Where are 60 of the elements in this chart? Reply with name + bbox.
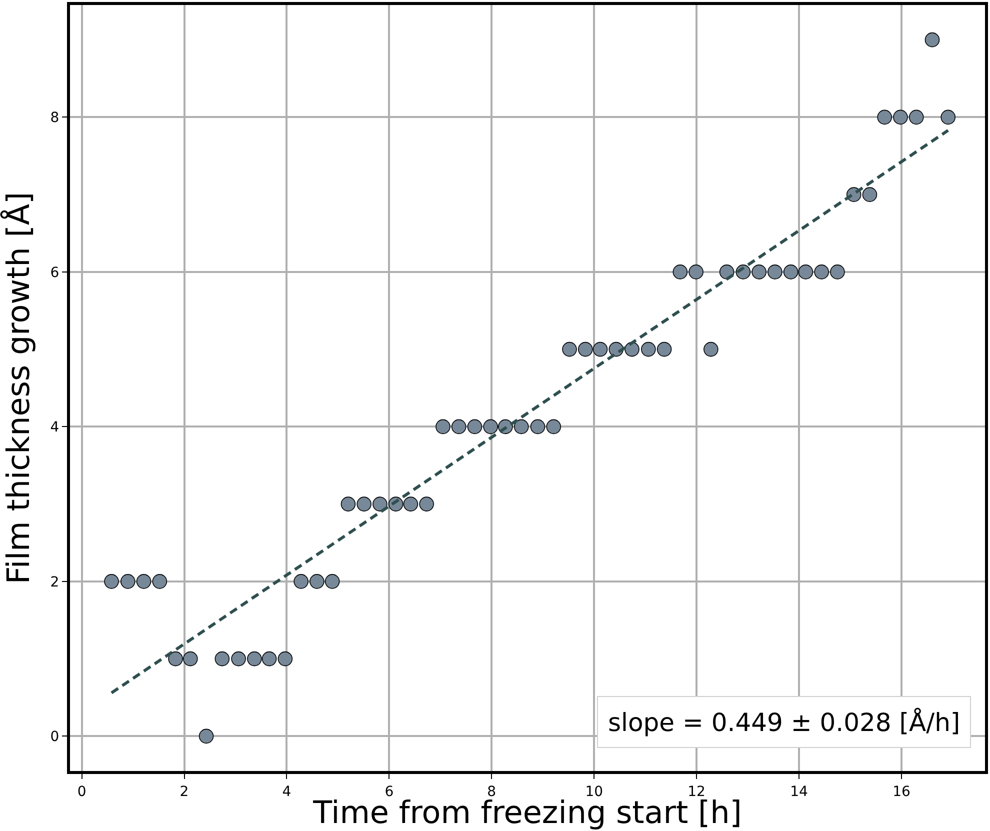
point xyxy=(152,574,168,589)
point xyxy=(783,264,798,280)
point xyxy=(546,419,562,434)
point xyxy=(530,419,546,434)
point xyxy=(136,574,152,589)
y-tick-label: 8 xyxy=(50,110,60,126)
point xyxy=(168,651,183,666)
point xyxy=(814,264,829,280)
point xyxy=(798,264,814,280)
point xyxy=(231,651,246,666)
point xyxy=(214,651,230,666)
point xyxy=(182,651,198,666)
point xyxy=(262,651,277,666)
point xyxy=(940,110,956,125)
x-tick-label: 14 xyxy=(790,784,808,800)
point xyxy=(372,496,388,512)
annotation: slope = 0.449 ± 0.028 [Å/h] xyxy=(608,707,960,737)
point xyxy=(624,342,640,357)
point xyxy=(893,110,908,125)
x-tick-label: 16 xyxy=(892,784,910,800)
point xyxy=(514,419,529,434)
point xyxy=(672,264,688,280)
point xyxy=(198,728,214,744)
point xyxy=(451,419,466,434)
point xyxy=(278,651,293,666)
y-tick-label: 4 xyxy=(50,420,60,436)
point xyxy=(641,342,656,357)
point xyxy=(656,342,672,357)
y-tick-label: 6 xyxy=(50,264,60,281)
point xyxy=(830,264,845,280)
point xyxy=(704,342,718,357)
point xyxy=(908,110,924,125)
point xyxy=(592,342,608,357)
point xyxy=(294,574,308,589)
point xyxy=(688,264,704,280)
y-tick-label: 2 xyxy=(50,574,60,590)
point xyxy=(562,342,577,357)
y-axis-title: Film thickness growth [Å] xyxy=(0,192,37,584)
point xyxy=(768,264,782,280)
point xyxy=(104,574,119,589)
point xyxy=(356,496,372,512)
x-tick-label: 0 xyxy=(77,784,86,800)
point xyxy=(578,342,593,357)
point xyxy=(862,187,878,202)
point xyxy=(467,419,482,434)
point xyxy=(340,496,356,512)
point xyxy=(120,574,136,589)
x-tick-label: 2 xyxy=(180,784,189,800)
point xyxy=(877,110,892,125)
point xyxy=(310,574,324,589)
point xyxy=(419,496,434,512)
y-tick-label: 0 xyxy=(50,729,60,746)
point xyxy=(483,419,498,434)
point xyxy=(436,419,450,434)
point xyxy=(403,496,418,512)
point xyxy=(247,651,262,666)
x-tick-label: 4 xyxy=(282,784,292,800)
point xyxy=(752,264,766,280)
point xyxy=(324,574,340,589)
point xyxy=(924,32,940,48)
